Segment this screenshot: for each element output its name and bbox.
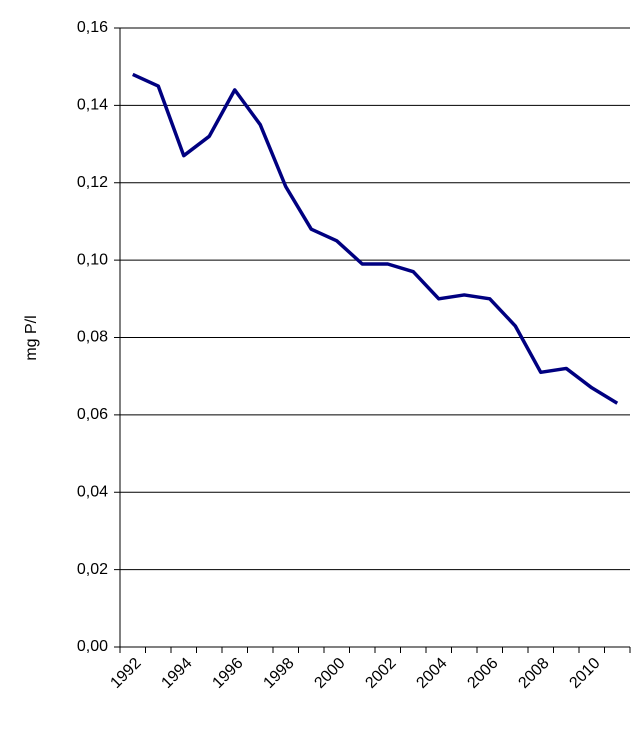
y-tick-label: 0,02	[77, 561, 108, 578]
y-tick-label: 0,06	[77, 406, 108, 423]
x-tick-label: 1998	[260, 655, 297, 692]
y-tick-label: 0,10	[77, 251, 108, 268]
x-tick-label: 2006	[464, 655, 501, 692]
x-tick-label: 2000	[311, 655, 348, 692]
x-tick-label: 2008	[515, 655, 552, 692]
x-tick-label: 2002	[362, 655, 399, 692]
data-line	[132, 72, 619, 405]
x-tick-label: 1994	[158, 655, 195, 692]
x-tick-label: 2004	[413, 655, 450, 692]
y-tick-label: 0,00	[77, 638, 108, 655]
x-tick-label: 2010	[566, 655, 603, 692]
y-tick-label: 0,12	[77, 174, 108, 191]
x-tick-label: 1996	[209, 655, 246, 692]
y-tick-label: 0,14	[77, 97, 108, 114]
x-tick-label: 1992	[107, 655, 144, 692]
y-tick-label: 0,04	[77, 483, 108, 500]
y-axis-label: mg P/l	[23, 315, 40, 360]
y-tick-label: 0,16	[77, 19, 108, 36]
y-tick-label: 0,08	[77, 329, 108, 346]
